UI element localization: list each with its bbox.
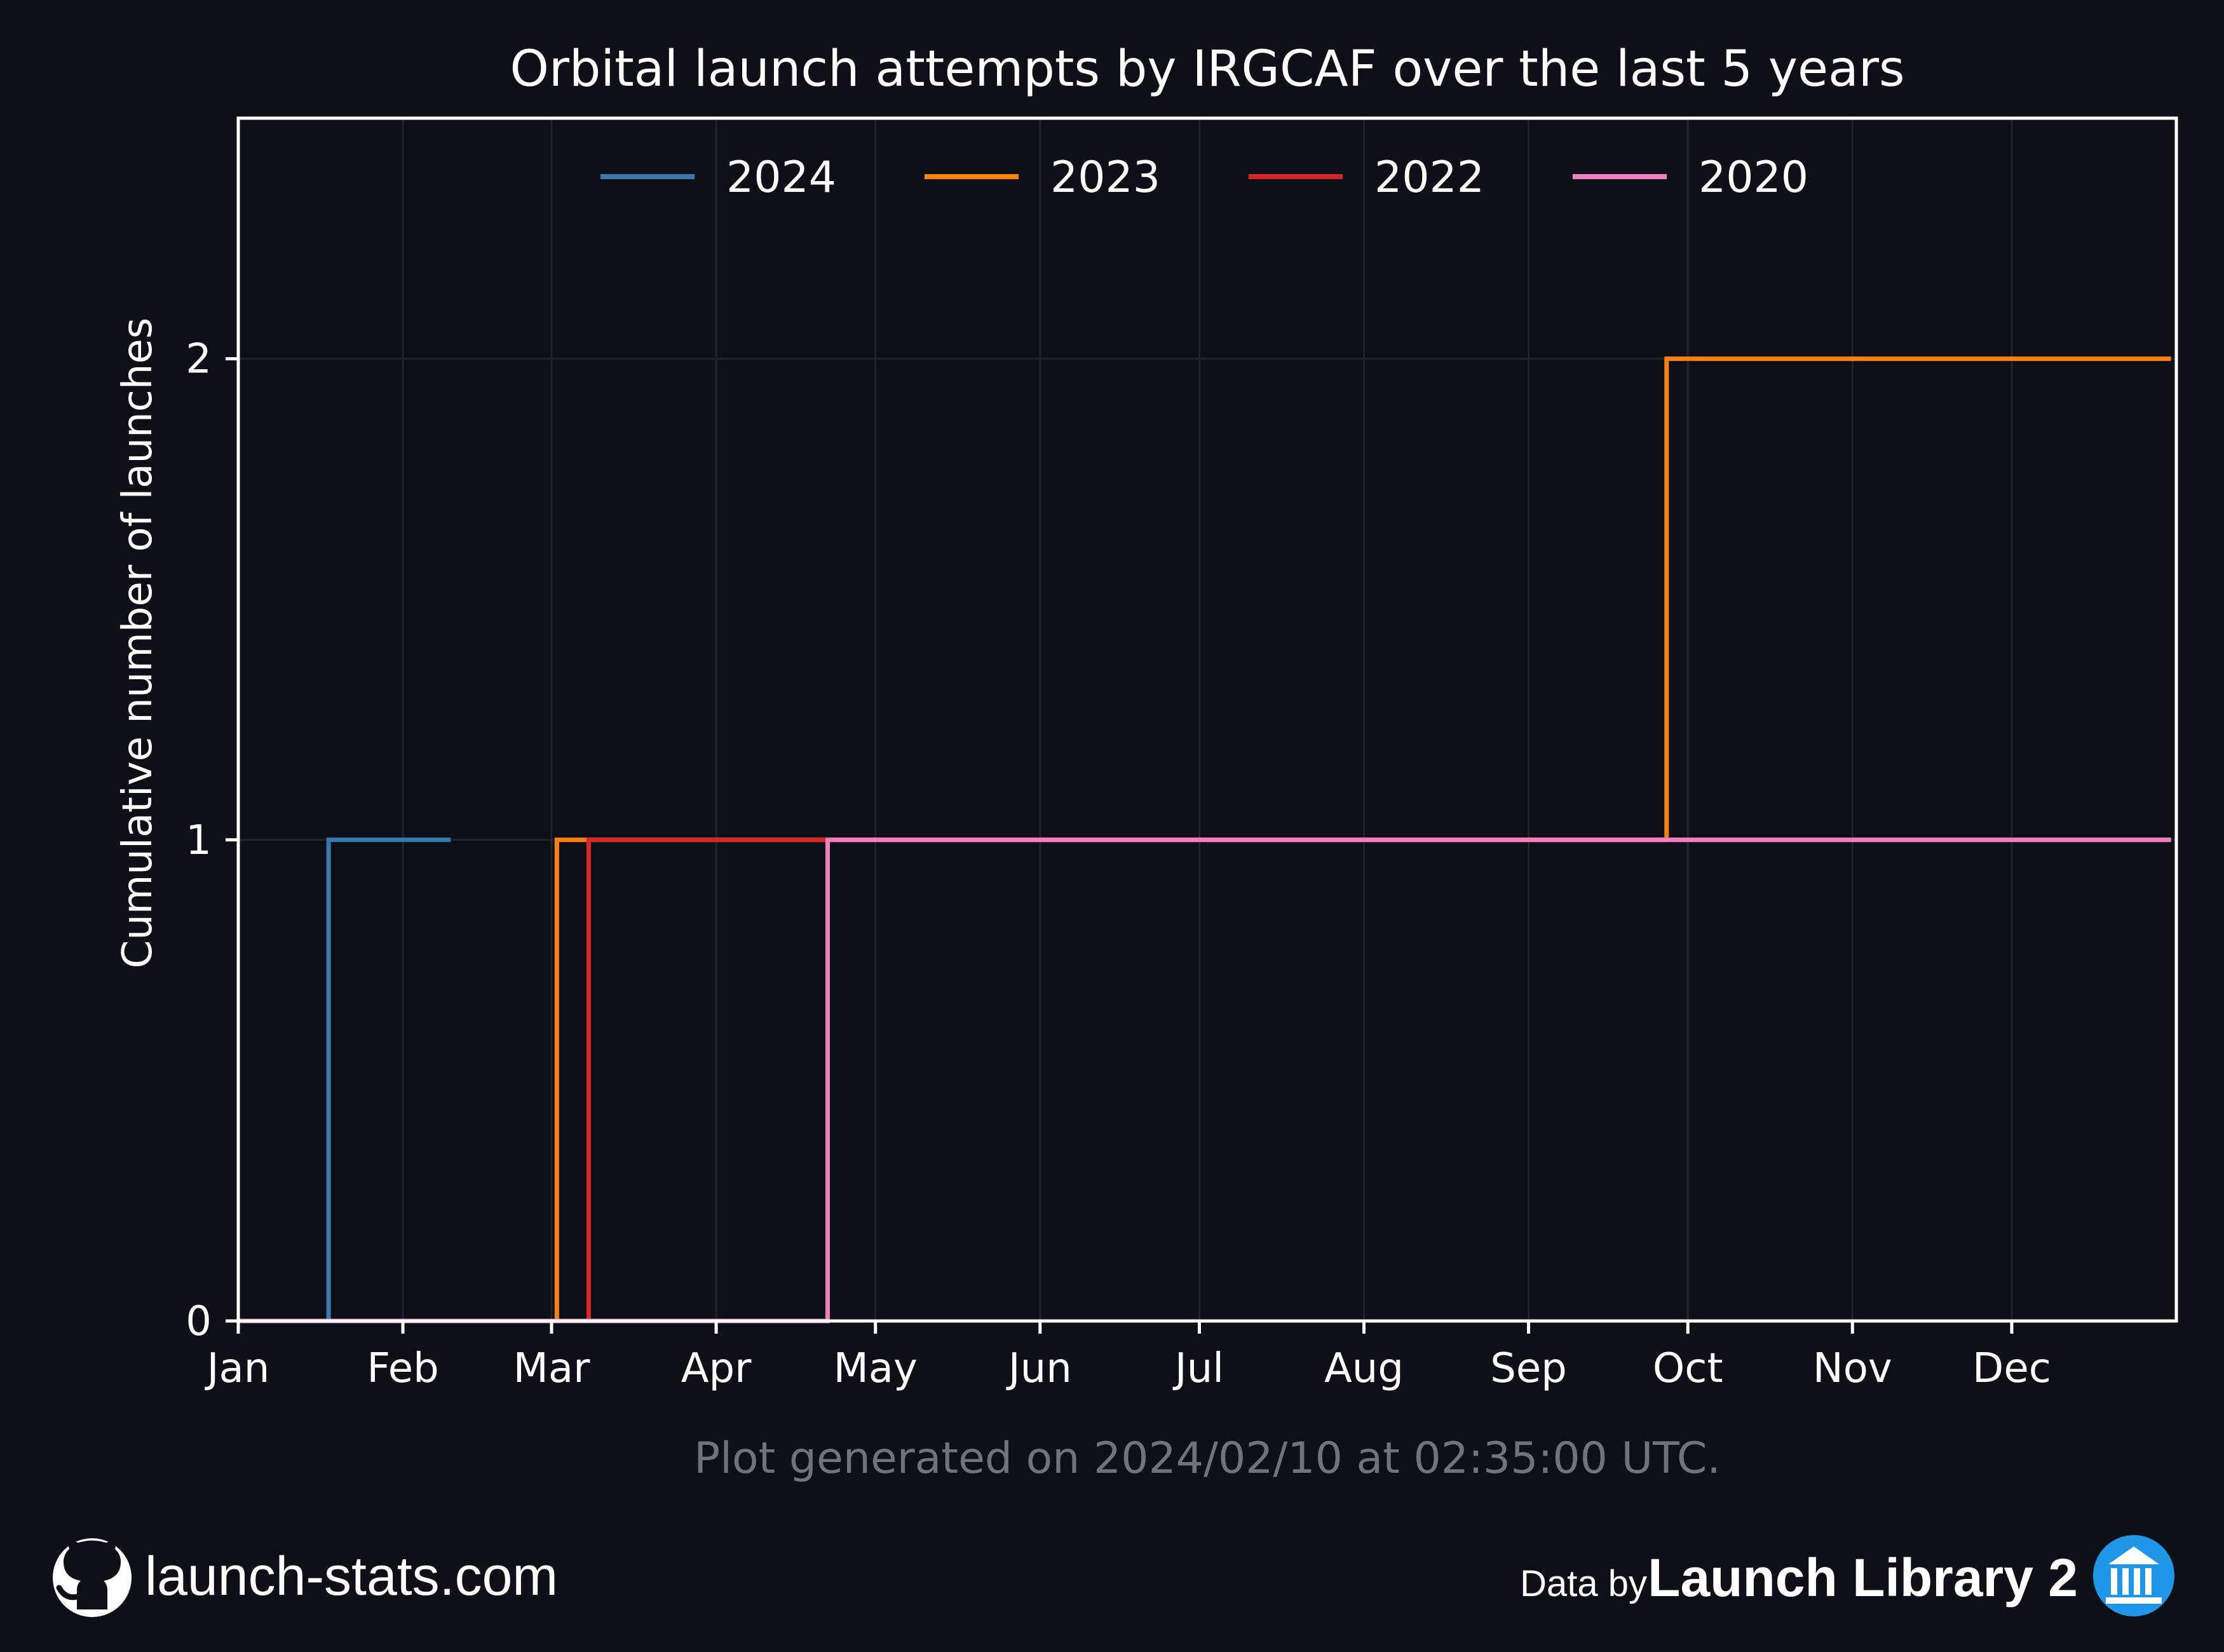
- y-axis-ticks: 0 1 2: [186, 336, 238, 1345]
- x-axis-ticks: Jan Feb Mar Apr May Jun Jul Aug Sep Oct Nov Dec: [205, 1321, 2051, 1392]
- data-by-label: Data by: [1520, 1563, 1647, 1604]
- x-tick-label: Sep: [1490, 1345, 1567, 1392]
- x-tick-label: Oct: [1653, 1345, 1723, 1392]
- site-link[interactable]: launch-stats.com: [145, 1546, 558, 1607]
- launch-library-icon: [2093, 1535, 2174, 1616]
- x-tick-label: Jan: [205, 1345, 270, 1392]
- x-tick-label: May: [834, 1345, 918, 1392]
- x-tick-label: Apr: [681, 1345, 752, 1392]
- x-tick-label: Feb: [367, 1345, 438, 1392]
- x-tick-label: Jul: [1172, 1345, 1224, 1392]
- legend-label-2020: 2020: [1699, 152, 1808, 203]
- y-tick-label: 1: [186, 817, 212, 864]
- source-name[interactable]: Launch Library 2: [1648, 1548, 2078, 1608]
- github-icon: [53, 1538, 132, 1617]
- legend: 2024 2023 2022 2020: [600, 152, 1808, 203]
- y-tick-label: 2: [186, 336, 212, 383]
- x-tick-label: Aug: [1324, 1345, 1404, 1392]
- y-tick-label: 0: [186, 1298, 212, 1345]
- plot-frame: [236, 116, 2178, 1323]
- legend-label-2024: 2024: [726, 152, 836, 203]
- x-tick-label: Nov: [1813, 1345, 1892, 1392]
- legend-label-2023: 2023: [1050, 152, 1160, 203]
- generated-note: Plot generated on 2024/02/10 at 02:35:00…: [694, 1433, 1721, 1484]
- x-tick-label: Mar: [513, 1345, 590, 1392]
- legend-label-2022: 2022: [1374, 152, 1484, 203]
- chart-title: Orbital launch attempts by IRGCAF over t…: [510, 41, 1904, 98]
- y-axis-label: Cumulative number of launches: [114, 318, 161, 968]
- x-tick-label: Dec: [1972, 1345, 2051, 1392]
- x-tick-label: Jun: [1006, 1345, 1072, 1392]
